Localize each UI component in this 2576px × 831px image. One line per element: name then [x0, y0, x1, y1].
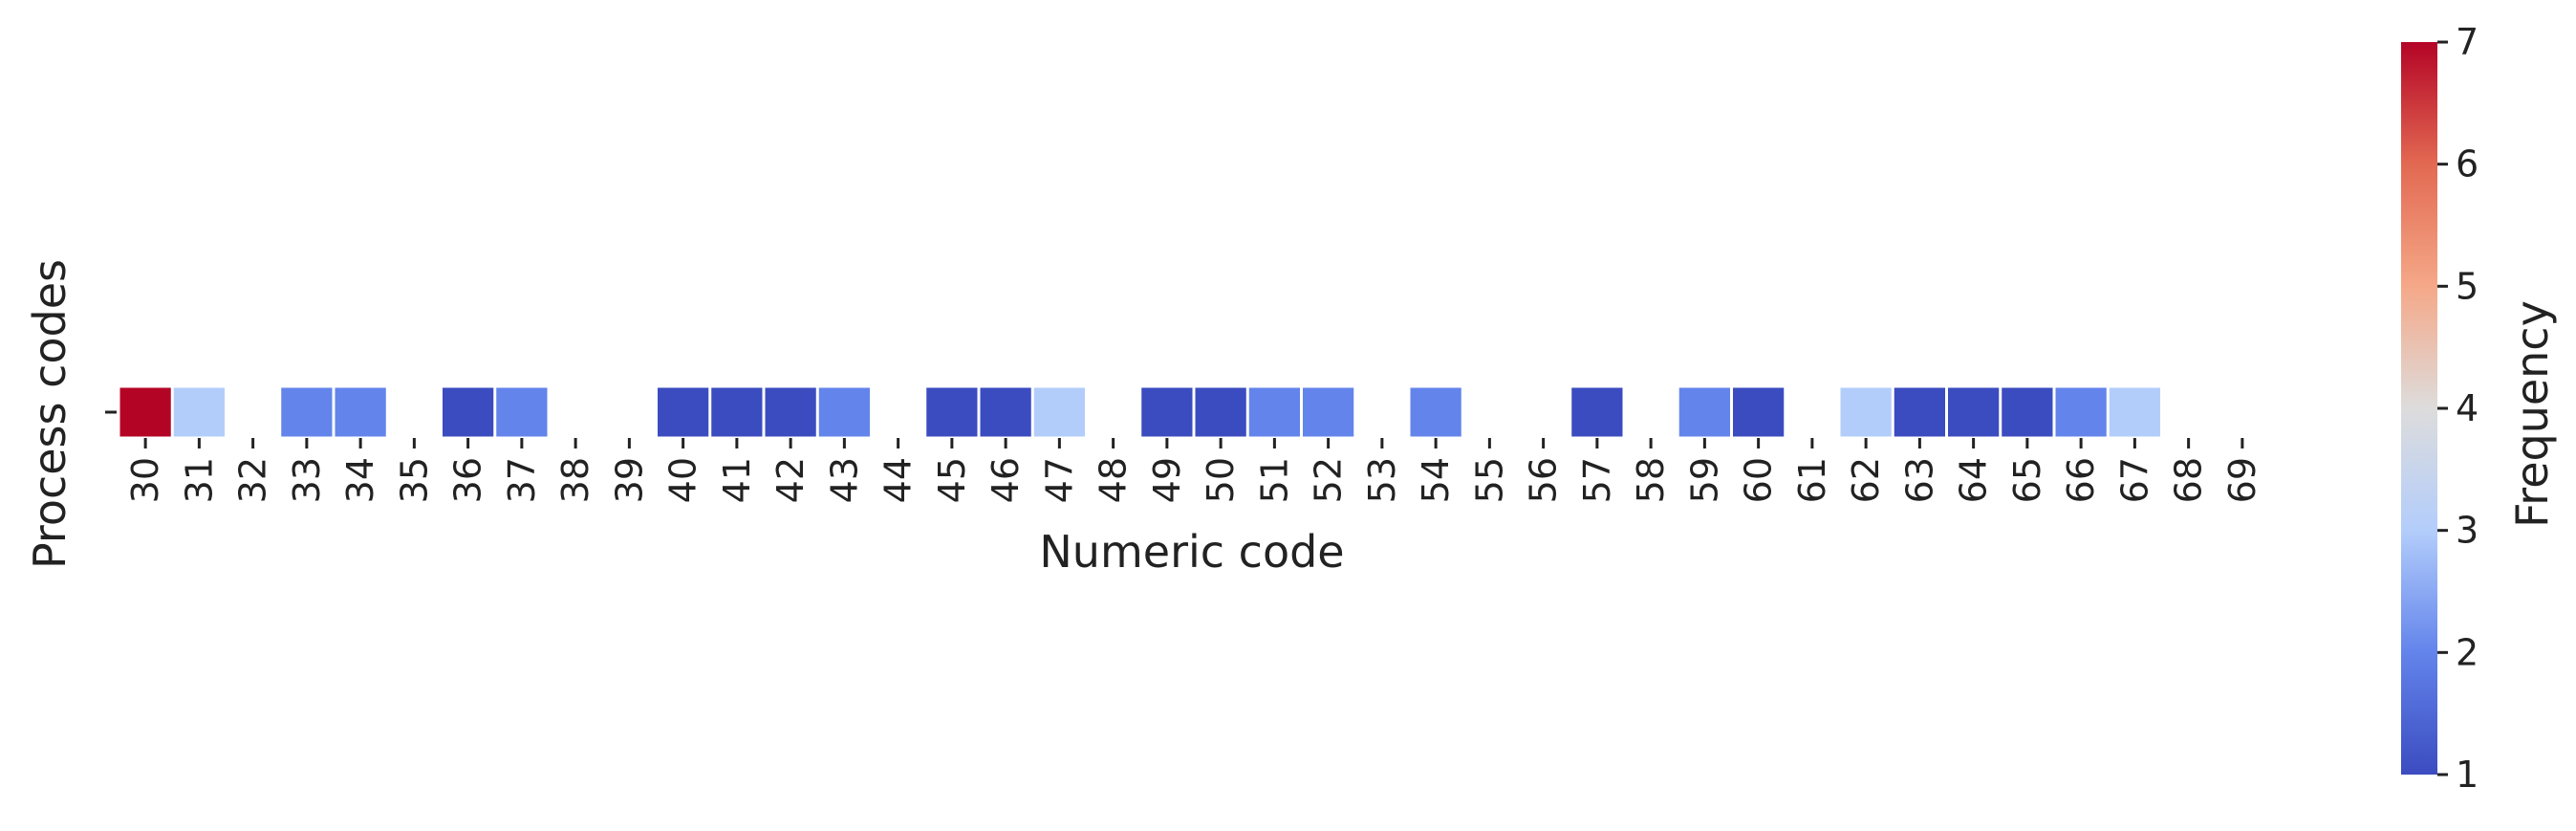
x-tick-label: 68: [2168, 457, 2210, 503]
heatmap-cell-34: [335, 387, 386, 437]
heatmap-cell-36: [443, 387, 494, 437]
x-tick-label: 34: [339, 457, 381, 503]
colorbar-tick-label: 6: [2456, 143, 2479, 186]
heatmap-cell-63: [1894, 387, 1945, 437]
heatmap-cell-33: [281, 387, 333, 437]
x-tick-label: 51: [1253, 457, 1295, 503]
heatmap-cell-52: [1303, 387, 1354, 437]
x-tick-label: 32: [232, 457, 274, 503]
x-tick-label: 35: [393, 457, 435, 503]
colorbar-tick-label: 5: [2456, 265, 2479, 307]
heatmap-cell-41: [711, 387, 763, 437]
x-tick-label: 59: [1683, 457, 1725, 503]
x-tick-label: 30: [124, 457, 166, 503]
x-tick-label: 43: [823, 457, 865, 503]
heatmap-cell-45: [926, 387, 978, 437]
x-tick-label: 53: [1361, 457, 1403, 503]
heatmap-cell-46: [980, 387, 1031, 437]
x-tick-label: 37: [501, 457, 543, 503]
heatmap-cell-51: [1248, 387, 1300, 437]
heatmap-cell-30: [119, 387, 171, 437]
x-tick-label: 69: [2221, 457, 2263, 503]
heatmap-cell-60: [1733, 387, 1785, 437]
x-tick-label: 65: [2006, 457, 2048, 503]
x-tick-label: 48: [1093, 457, 1135, 503]
x-tick-label: 41: [716, 457, 758, 503]
x-tick-label: 42: [769, 457, 812, 503]
heatmap-cell-67: [2109, 387, 2160, 437]
colorbar: [2401, 42, 2437, 775]
x-tick-label: 38: [554, 457, 596, 503]
x-tick-label: 55: [1468, 457, 1510, 503]
x-tick-label: 44: [877, 457, 920, 503]
colorbar-tick-label: 2: [2456, 631, 2479, 673]
x-tick-label: 33: [286, 457, 328, 503]
heatmap-cell-50: [1195, 387, 1246, 437]
heatmap-cell-62: [1840, 387, 1892, 437]
x-axis-ticks: 30 31 32 33 34 35 36 37 38 39 40 41 42 43 44 45 46 47 48 49…: [124, 438, 2263, 503]
colorbar-tick-label: 3: [2456, 510, 2479, 552]
x-tick-label: 60: [1738, 457, 1780, 503]
colorbar-tick-label: 7: [2456, 21, 2479, 63]
x-axis-label: Numeric code: [1039, 526, 1344, 578]
x-tick-label: 63: [1898, 457, 1940, 503]
heatmap-cell-43: [818, 387, 870, 437]
heatmap-cell-47: [1033, 387, 1085, 437]
x-tick-label: 54: [1415, 457, 1457, 503]
y-axis-label: Process codes: [24, 259, 76, 569]
x-tick-label: 64: [1953, 457, 1995, 503]
heatmap-cell-64: [1948, 387, 2000, 437]
heatmap-cells: [119, 387, 2160, 437]
x-tick-label: 31: [178, 457, 220, 503]
x-tick-label: 56: [1523, 457, 1565, 503]
colorbar-tick-label: 4: [2456, 387, 2479, 429]
x-tick-label: 39: [608, 457, 650, 503]
heatmap-cell-57: [1571, 387, 1623, 437]
x-tick-label: 46: [985, 457, 1027, 503]
x-tick-label: 57: [1576, 457, 1618, 503]
x-tick-label: 58: [1630, 457, 1672, 503]
colorbar-tick-label: 1: [2456, 754, 2479, 796]
heatmap-cell-66: [2055, 387, 2107, 437]
x-tick-label: 47: [1038, 457, 1080, 503]
heatmap-cell-40: [658, 387, 709, 437]
x-tick-label: 62: [1845, 457, 1887, 503]
x-tick-label: 49: [1146, 457, 1188, 503]
heatmap-cell-65: [2002, 387, 2053, 437]
x-tick-label: 67: [2113, 457, 2155, 503]
heatmap-cell-42: [765, 387, 816, 437]
heatmap-cell-31: [173, 387, 225, 437]
colorbar-label: Frequency: [2506, 300, 2558, 528]
x-tick-label: 50: [1200, 457, 1242, 503]
colorbar-ticks: 1 2 3 4 5 6 7: [2437, 21, 2479, 796]
x-tick-label: 45: [931, 457, 973, 503]
heatmap-cell-49: [1141, 387, 1193, 437]
x-tick-label: 61: [1791, 457, 1833, 503]
x-tick-label: 66: [2060, 457, 2102, 503]
x-tick-label: 36: [447, 457, 489, 503]
heatmap-cell-59: [1678, 387, 1730, 437]
x-tick-label: 40: [662, 457, 704, 503]
heatmap-cell-37: [496, 387, 548, 437]
heatmap-cell-54: [1410, 387, 1461, 437]
x-tick-label: 52: [1308, 457, 1350, 503]
